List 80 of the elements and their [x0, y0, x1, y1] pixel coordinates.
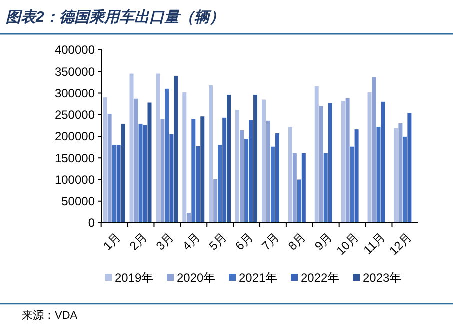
legend-label: 2021年: [239, 271, 278, 286]
bar: [130, 74, 134, 223]
bar: [270, 146, 275, 223]
bar: [297, 180, 302, 223]
bar: [218, 145, 222, 223]
legend-label: 2022年: [301, 271, 340, 286]
y-tick-label: 250000: [54, 108, 96, 122]
bar: [288, 126, 292, 223]
legend-label: 2020年: [177, 271, 216, 286]
y-tick-label: 200000: [54, 130, 96, 144]
bar: [103, 98, 108, 223]
bar: [200, 116, 205, 223]
bar: [314, 86, 319, 223]
bar: [192, 119, 196, 223]
bar: [394, 128, 398, 223]
bar: [112, 145, 116, 223]
x-tick-label: 2月: [126, 230, 150, 254]
y-tick-label: 300000: [54, 86, 96, 100]
y-tick-label: 0: [88, 216, 96, 230]
y-tick-label: 150000: [54, 151, 96, 166]
bar: [249, 120, 254, 223]
bar: [134, 98, 138, 223]
bar: [368, 92, 372, 223]
bar: [341, 101, 346, 223]
y-tick-label: 400000: [54, 43, 96, 58]
bar: [324, 153, 328, 223]
x-tick-label: 5月: [206, 230, 230, 254]
y-tick-label: 100000: [54, 172, 96, 187]
y-tick-label: 50000: [62, 194, 96, 209]
x-tick-label: 6月: [232, 230, 256, 254]
bar: [148, 102, 152, 223]
bar: [376, 126, 381, 223]
bar: [403, 136, 408, 223]
x-tick-label: 1月: [100, 230, 124, 254]
source-note: 来源：VDA: [22, 309, 78, 322]
bar: [227, 94, 232, 223]
y-tick-label: 350000: [54, 64, 96, 79]
bar: [408, 113, 412, 223]
chart-title: 图表2：德国乘用车出口量（辆）: [6, 8, 224, 26]
bar: [236, 110, 240, 223]
bar: [116, 145, 121, 223]
bar: [214, 179, 218, 223]
bar: [302, 153, 306, 223]
legend-label: 2019年: [115, 271, 154, 286]
bar: [138, 124, 143, 223]
x-tick-label: 4月: [180, 230, 203, 254]
x-tick-label: 7月: [259, 230, 282, 254]
x-tick-label: 11月: [360, 230, 388, 258]
bar: [381, 102, 386, 223]
bar: [196, 146, 200, 223]
x-tick-label: 9月: [312, 230, 336, 254]
bar: [209, 85, 214, 223]
bar: [170, 134, 174, 223]
bar: [328, 103, 332, 223]
bar: [350, 146, 354, 223]
bar: [319, 106, 324, 223]
bar: [262, 100, 266, 223]
x-tick-label: 8月: [286, 230, 309, 254]
bar: [292, 153, 297, 223]
bar: [354, 130, 359, 223]
legend-label: 2023年: [363, 271, 402, 286]
x-tick-label: 10月: [334, 230, 362, 258]
bar: [156, 74, 160, 223]
bar: [266, 120, 270, 223]
bar: [160, 119, 165, 223]
x-tick-label: 12月: [386, 230, 415, 258]
bar: [398, 124, 403, 223]
bar: [254, 94, 258, 223]
bar: [108, 114, 112, 223]
bar: [165, 88, 170, 223]
bar: [346, 98, 350, 223]
bar: [174, 76, 178, 223]
bar: [244, 139, 249, 223]
bar: [187, 213, 192, 223]
x-tick-label: 3月: [153, 230, 177, 254]
bar: [275, 133, 280, 223]
bar: [121, 124, 126, 223]
bar: [182, 92, 187, 223]
bar: [240, 130, 244, 223]
bar: [222, 118, 227, 223]
